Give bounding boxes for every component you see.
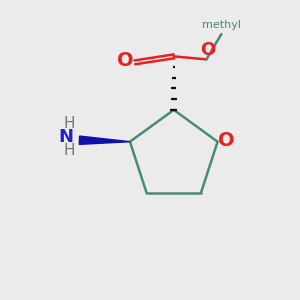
Text: O: O: [117, 51, 134, 70]
Text: N: N: [58, 128, 74, 146]
Text: O: O: [200, 41, 216, 59]
Text: H: H: [63, 143, 75, 158]
Polygon shape: [79, 136, 130, 144]
Text: methyl: methyl: [202, 20, 241, 30]
Text: H: H: [63, 116, 75, 131]
Text: O: O: [218, 131, 235, 150]
